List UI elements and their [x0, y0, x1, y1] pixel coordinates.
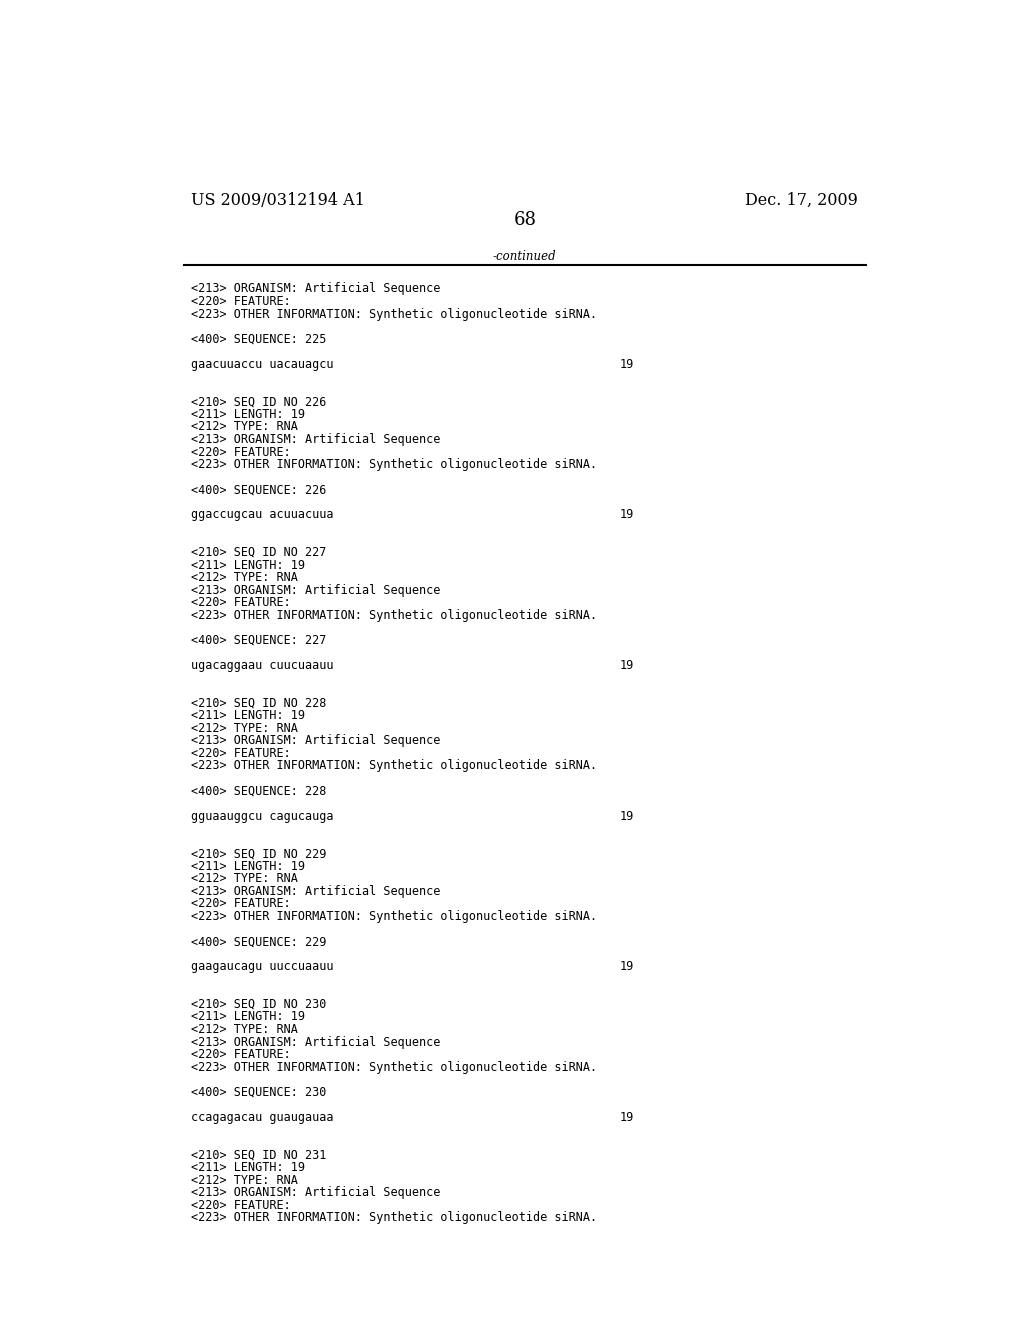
Text: <223> OTHER INFORMATION: Synthetic oligonucleotide siRNA.: <223> OTHER INFORMATION: Synthetic oligo… [191, 1061, 598, 1073]
Text: <212> TYPE: RNA: <212> TYPE: RNA [191, 1023, 298, 1036]
Text: <223> OTHER INFORMATION: Synthetic oligonucleotide siRNA.: <223> OTHER INFORMATION: Synthetic oligo… [191, 759, 598, 772]
Text: <400> SEQUENCE: 226: <400> SEQUENCE: 226 [191, 483, 327, 496]
Text: <212> TYPE: RNA: <212> TYPE: RNA [191, 722, 298, 735]
Text: <220> FEATURE:: <220> FEATURE: [191, 747, 291, 760]
Text: -continued: -continued [493, 249, 557, 263]
Text: 19: 19 [620, 508, 634, 521]
Text: <210> SEQ ID NO 230: <210> SEQ ID NO 230 [191, 998, 327, 1011]
Text: <220> FEATURE:: <220> FEATURE: [191, 898, 291, 911]
Text: Dec. 17, 2009: Dec. 17, 2009 [745, 191, 858, 209]
Text: <400> SEQUENCE: 227: <400> SEQUENCE: 227 [191, 634, 327, 647]
Text: <210> SEQ ID NO 229: <210> SEQ ID NO 229 [191, 847, 327, 861]
Text: 19: 19 [620, 1111, 634, 1123]
Text: <213> ORGANISM: Artificial Sequence: <213> ORGANISM: Artificial Sequence [191, 583, 441, 597]
Text: <210> SEQ ID NO 227: <210> SEQ ID NO 227 [191, 546, 327, 558]
Text: <400> SEQUENCE: 228: <400> SEQUENCE: 228 [191, 784, 327, 797]
Text: 19: 19 [620, 358, 634, 371]
Text: <212> TYPE: RNA: <212> TYPE: RNA [191, 572, 298, 585]
Text: <223> OTHER INFORMATION: Synthetic oligonucleotide siRNA.: <223> OTHER INFORMATION: Synthetic oligo… [191, 308, 598, 321]
Text: <210> SEQ ID NO 228: <210> SEQ ID NO 228 [191, 697, 327, 710]
Text: <213> ORGANISM: Artificial Sequence: <213> ORGANISM: Artificial Sequence [191, 734, 441, 747]
Text: gguaauggcu cagucauga: gguaauggcu cagucauga [191, 809, 334, 822]
Text: <400> SEQUENCE: 225: <400> SEQUENCE: 225 [191, 333, 327, 346]
Text: <213> ORGANISM: Artificial Sequence: <213> ORGANISM: Artificial Sequence [191, 1036, 441, 1048]
Text: <213> ORGANISM: Artificial Sequence: <213> ORGANISM: Artificial Sequence [191, 1187, 441, 1199]
Text: <212> TYPE: RNA: <212> TYPE: RNA [191, 421, 298, 433]
Text: <220> FEATURE:: <220> FEATURE: [191, 597, 291, 610]
Text: <211> LENGTH: 19: <211> LENGTH: 19 [191, 1010, 305, 1023]
Text: <211> LENGTH: 19: <211> LENGTH: 19 [191, 1162, 305, 1173]
Text: <213> ORGANISM: Artificial Sequence: <213> ORGANISM: Artificial Sequence [191, 282, 441, 296]
Text: 68: 68 [513, 211, 537, 230]
Text: <212> TYPE: RNA: <212> TYPE: RNA [191, 1173, 298, 1187]
Text: US 2009/0312194 A1: US 2009/0312194 A1 [191, 191, 366, 209]
Text: <223> OTHER INFORMATION: Synthetic oligonucleotide siRNA.: <223> OTHER INFORMATION: Synthetic oligo… [191, 1212, 598, 1224]
Text: gaacuuaccu uacauagcu: gaacuuaccu uacauagcu [191, 358, 334, 371]
Text: <220> FEATURE:: <220> FEATURE: [191, 294, 291, 308]
Text: ugacaggaau cuucuaauu: ugacaggaau cuucuaauu [191, 659, 334, 672]
Text: 19: 19 [620, 809, 634, 822]
Text: <223> OTHER INFORMATION: Synthetic oligonucleotide siRNA.: <223> OTHER INFORMATION: Synthetic oligo… [191, 909, 598, 923]
Text: 19: 19 [620, 659, 634, 672]
Text: <212> TYPE: RNA: <212> TYPE: RNA [191, 873, 298, 886]
Text: <213> ORGANISM: Artificial Sequence: <213> ORGANISM: Artificial Sequence [191, 433, 441, 446]
Text: gaagaucagu uuccuaauu: gaagaucagu uuccuaauu [191, 960, 334, 973]
Text: <210> SEQ ID NO 226: <210> SEQ ID NO 226 [191, 396, 327, 408]
Text: <220> FEATURE:: <220> FEATURE: [191, 1048, 291, 1061]
Text: <223> OTHER INFORMATION: Synthetic oligonucleotide siRNA.: <223> OTHER INFORMATION: Synthetic oligo… [191, 458, 598, 471]
Text: <211> LENGTH: 19: <211> LENGTH: 19 [191, 558, 305, 572]
Text: <223> OTHER INFORMATION: Synthetic oligonucleotide siRNA.: <223> OTHER INFORMATION: Synthetic oligo… [191, 609, 598, 622]
Text: <220> FEATURE:: <220> FEATURE: [191, 446, 291, 458]
Text: 19: 19 [620, 960, 634, 973]
Text: <220> FEATURE:: <220> FEATURE: [191, 1199, 291, 1212]
Text: <213> ORGANISM: Artificial Sequence: <213> ORGANISM: Artificial Sequence [191, 884, 441, 898]
Text: <400> SEQUENCE: 230: <400> SEQUENCE: 230 [191, 1086, 327, 1098]
Text: <211> LENGTH: 19: <211> LENGTH: 19 [191, 859, 305, 873]
Text: <400> SEQUENCE: 229: <400> SEQUENCE: 229 [191, 935, 327, 948]
Text: ggaccugcau acuuacuua: ggaccugcau acuuacuua [191, 508, 334, 521]
Text: <211> LENGTH: 19: <211> LENGTH: 19 [191, 408, 305, 421]
Text: ccagagacau guaugauaa: ccagagacau guaugauaa [191, 1111, 334, 1123]
Text: <210> SEQ ID NO 231: <210> SEQ ID NO 231 [191, 1148, 327, 1162]
Text: <211> LENGTH: 19: <211> LENGTH: 19 [191, 709, 305, 722]
